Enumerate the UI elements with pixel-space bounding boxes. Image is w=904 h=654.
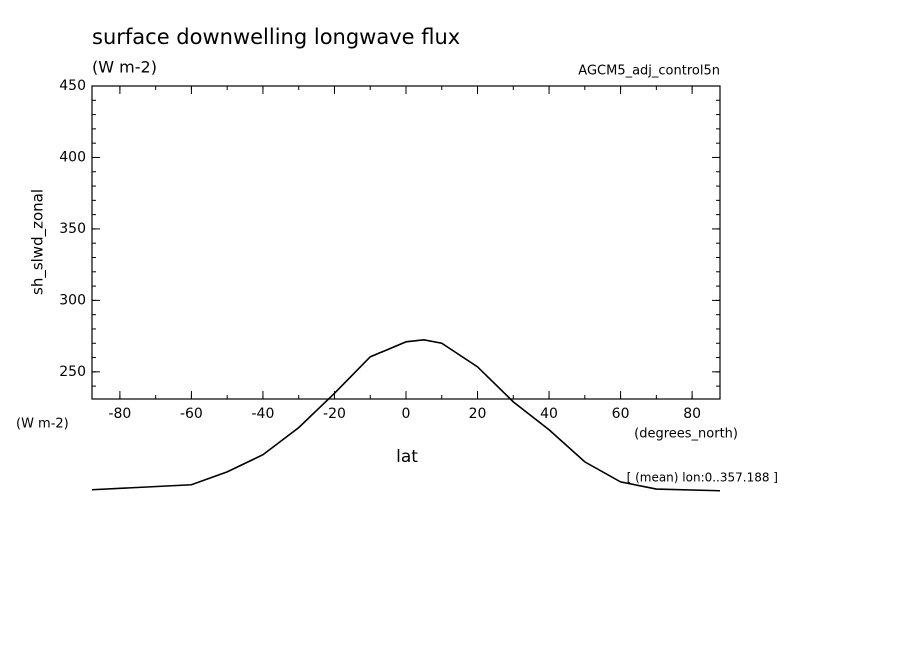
y-axis-label: sh_slwd_zonal	[29, 189, 48, 295]
dataset: AGCM5_adj_control5n	[578, 64, 720, 79]
x-tick-label: -60	[180, 406, 203, 422]
x-tick-label: 40	[540, 406, 558, 422]
y-tick-label: 250	[59, 364, 86, 380]
x-tick-label: 80	[683, 406, 701, 422]
y-tick-label: 400	[59, 149, 86, 165]
x-tick-label: -80	[108, 406, 131, 422]
x-tick-label: -20	[323, 406, 346, 422]
x-axis-label: lat	[396, 447, 418, 467]
x-tick-label: 60	[612, 406, 630, 422]
y-tick-label: 350	[59, 221, 86, 237]
x-tick-label: 20	[469, 406, 487, 422]
note: [ (mean) lon:0..357.188 ]	[627, 471, 778, 485]
y-units: (W m-2)	[16, 417, 69, 432]
y-tick-label: 300	[59, 292, 86, 308]
data-line	[91, 339, 721, 492]
y-tick-label: 450	[59, 78, 86, 94]
x-tick-label: 0	[402, 406, 411, 422]
chart-title: surface downwelling longwave flux	[92, 25, 460, 49]
units: (W m-2)	[92, 58, 157, 77]
x-tick-label: -40	[252, 406, 275, 422]
x-units: (degrees_north)	[634, 427, 738, 442]
